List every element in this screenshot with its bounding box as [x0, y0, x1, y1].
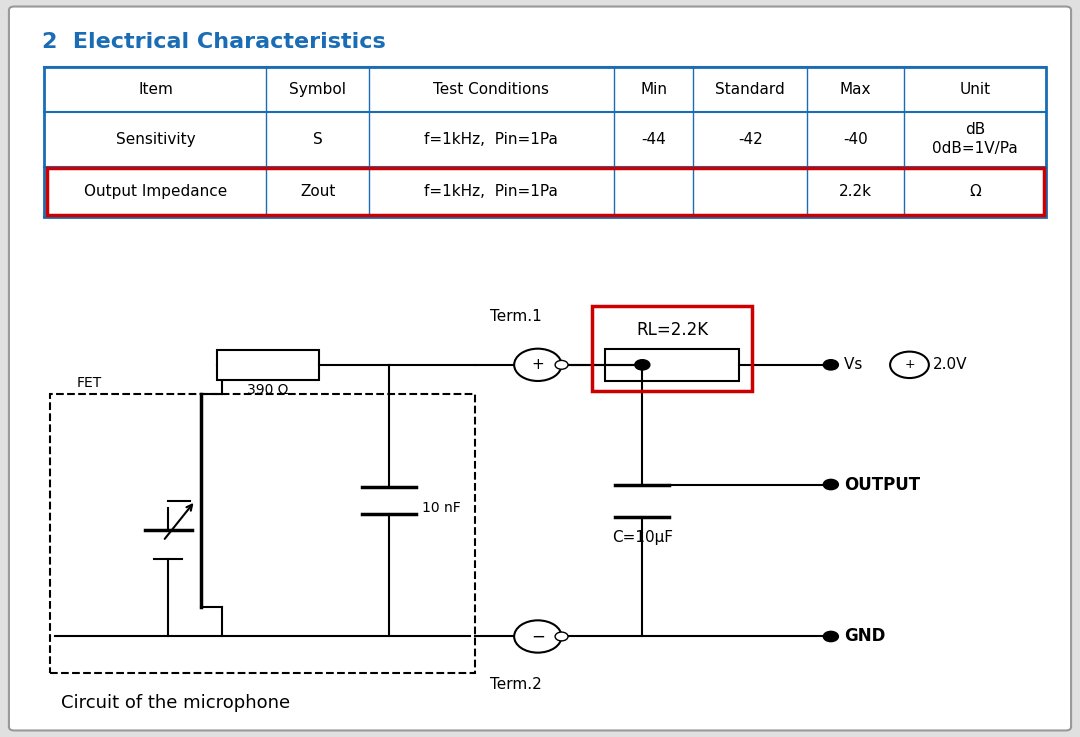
Text: -40: -40	[843, 132, 868, 147]
Text: Ω: Ω	[969, 184, 981, 199]
Text: −: −	[531, 627, 544, 646]
Text: S: S	[313, 132, 323, 147]
Text: Sensitivity: Sensitivity	[116, 132, 195, 147]
Text: Vs: Vs	[843, 357, 867, 372]
Text: 10 nF: 10 nF	[421, 501, 460, 515]
Text: Test Conditions: Test Conditions	[433, 82, 550, 97]
Circle shape	[514, 349, 562, 381]
Bar	[605, 349, 740, 381]
Text: Unit: Unit	[960, 82, 990, 97]
Text: RL=2.2K: RL=2.2K	[636, 321, 708, 339]
Text: +: +	[531, 357, 544, 372]
Text: Zout: Zout	[300, 184, 336, 199]
Text: Min: Min	[640, 82, 667, 97]
FancyBboxPatch shape	[9, 7, 1071, 730]
Text: 2.2k: 2.2k	[839, 184, 873, 199]
Text: -44: -44	[642, 132, 666, 147]
Bar	[50, 394, 475, 673]
Circle shape	[514, 621, 562, 653]
Text: FET: FET	[77, 376, 102, 390]
Text: Item: Item	[138, 82, 173, 97]
Text: 390 Ω: 390 Ω	[247, 383, 288, 397]
Text: 2.0V: 2.0V	[933, 357, 968, 372]
Circle shape	[890, 352, 929, 378]
Text: +: +	[904, 358, 915, 371]
Circle shape	[516, 631, 534, 643]
Bar	[592, 306, 752, 391]
Circle shape	[555, 632, 568, 641]
Text: -42: -42	[738, 132, 762, 147]
Bar	[46, 168, 1044, 215]
Text: Output Impedance: Output Impedance	[84, 184, 227, 199]
Bar	[217, 350, 320, 380]
Circle shape	[635, 360, 650, 370]
Text: OUTPUT: OUTPUT	[843, 475, 920, 494]
Circle shape	[823, 479, 838, 489]
Text: Term.1: Term.1	[490, 310, 542, 324]
Text: Term.2: Term.2	[490, 677, 542, 692]
Text: Circuit of the microphone: Circuit of the microphone	[60, 694, 289, 711]
Text: f=1kHz,  Pin=1Pa: f=1kHz, Pin=1Pa	[424, 132, 558, 147]
Circle shape	[516, 359, 534, 371]
Text: Max: Max	[840, 82, 872, 97]
Circle shape	[823, 360, 838, 370]
Text: Symbol: Symbol	[289, 82, 347, 97]
Text: 2  Electrical Characteristics: 2 Electrical Characteristics	[42, 32, 386, 52]
Text: GND: GND	[843, 627, 886, 646]
Bar	[44, 68, 1047, 217]
Text: f=1kHz,  Pin=1Pa: f=1kHz, Pin=1Pa	[424, 184, 558, 199]
Text: dB
0dB=1V/Pa: dB 0dB=1V/Pa	[932, 122, 1018, 156]
Circle shape	[823, 632, 838, 642]
Circle shape	[555, 360, 568, 369]
Text: C=10μF: C=10μF	[612, 530, 673, 545]
Text: Standard: Standard	[715, 82, 785, 97]
